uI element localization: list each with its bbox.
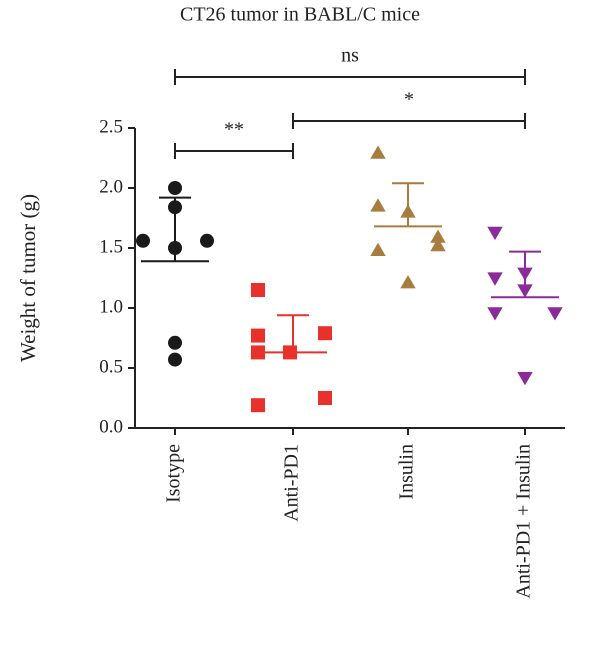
data-point — [200, 233, 214, 248]
data-point — [430, 229, 446, 243]
x-tick-label: Anti-PD1 — [281, 444, 303, 522]
data-point — [251, 328, 265, 343]
data-point — [487, 307, 503, 321]
data-point — [168, 352, 182, 367]
y-tick-label: 0.0 — [99, 416, 123, 437]
y-tick-label: 1.5 — [99, 236, 123, 257]
data-point — [136, 233, 150, 248]
x-tick-label: Isotype — [163, 444, 185, 503]
y-axis-label: Weight of tumor (g) — [16, 194, 40, 362]
data-point — [251, 283, 265, 297]
data-point — [430, 237, 446, 252]
data-point — [318, 391, 332, 405]
chart-title: CT26 tumor in BABL/C mice — [180, 4, 420, 26]
data-point — [487, 272, 503, 286]
significance-label: * — [404, 89, 414, 111]
data-point — [318, 326, 332, 341]
data-point — [370, 242, 386, 256]
y-tick-label: 0.5 — [99, 356, 123, 377]
significance-label: ns — [341, 45, 359, 67]
data-point — [251, 398, 265, 413]
x-tick-label: Anti-PD1 + Insulin — [513, 444, 535, 599]
y-tick-label: 2.5 — [99, 116, 123, 137]
data-point — [487, 226, 503, 241]
data-point — [370, 145, 386, 159]
significance-label: ** — [224, 119, 244, 141]
data-point — [168, 181, 182, 195]
y-tick-label: 2.0 — [99, 176, 123, 197]
data-point — [251, 345, 265, 360]
x-tick-label: Insulin — [396, 444, 418, 500]
data-point — [547, 307, 563, 321]
y-tick-label: 1.0 — [99, 296, 123, 317]
data-point — [370, 198, 386, 212]
data-point — [168, 335, 182, 350]
data-point — [400, 275, 416, 289]
data-point — [517, 372, 533, 386]
